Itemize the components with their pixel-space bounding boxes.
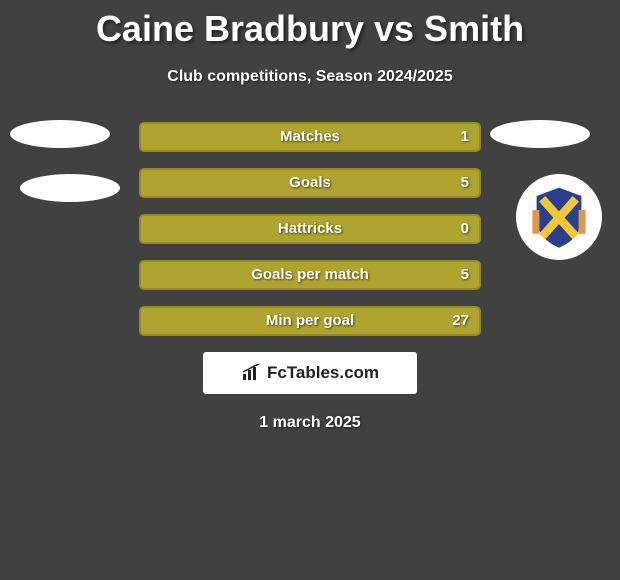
stat-row: Min per goal 27 bbox=[139, 306, 481, 336]
stat-right-value: 27 bbox=[452, 312, 469, 329]
stat-row: Goals 5 bbox=[139, 168, 481, 198]
source-logo: FcTables.com bbox=[203, 352, 417, 394]
subtitle: Club competitions, Season 2024/2025 bbox=[0, 50, 620, 86]
stat-label: Goals bbox=[141, 174, 479, 191]
stat-right-value: 0 bbox=[461, 220, 469, 237]
club-crest-icon bbox=[516, 174, 602, 260]
stat-right-value: 1 bbox=[461, 128, 469, 145]
placeholder-shape bbox=[490, 120, 590, 148]
stat-row: Goals per match 5 bbox=[139, 260, 481, 290]
placeholder-shape bbox=[20, 174, 120, 202]
stat-label: Min per goal bbox=[141, 312, 479, 329]
page-title: Caine Bradbury vs Smith bbox=[0, 0, 620, 50]
stat-label: Goals per match bbox=[141, 266, 479, 283]
stat-right-value: 5 bbox=[461, 266, 469, 283]
date-text: 1 march 2025 bbox=[0, 414, 620, 432]
stat-label: Matches bbox=[141, 128, 479, 145]
stats-bars: Matches 1 Goals 5 Hattricks 0 Goals per … bbox=[139, 122, 481, 336]
stat-row: Hattricks 0 bbox=[139, 214, 481, 244]
stat-right-value: 5 bbox=[461, 174, 469, 191]
stat-label: Hattricks bbox=[141, 220, 479, 237]
logo-text: FcTables.com bbox=[267, 363, 379, 383]
chart-icon bbox=[241, 364, 263, 382]
stat-row: Matches 1 bbox=[139, 122, 481, 152]
placeholder-shape bbox=[10, 120, 110, 148]
